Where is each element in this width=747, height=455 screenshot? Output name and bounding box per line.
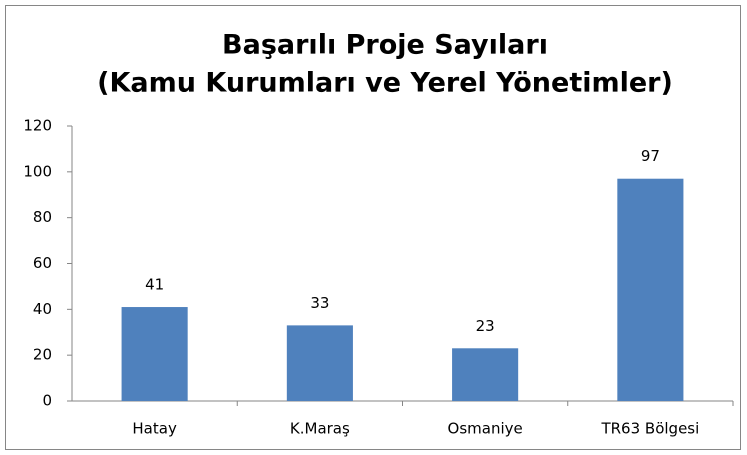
y-tick-label: 60 xyxy=(33,254,52,272)
y-tick-label: 0 xyxy=(42,392,52,410)
bar xyxy=(121,307,188,401)
bar xyxy=(452,348,519,401)
chart-title: Başarılı Proje Sayıları xyxy=(222,30,548,61)
chart-title: (Kamu Kurumları ve Yerel Yönetimler) xyxy=(97,68,673,99)
bar xyxy=(617,178,684,401)
x-tick-label: K.Maraş xyxy=(290,420,350,438)
y-tick-label: 80 xyxy=(33,208,52,226)
x-tick-label: TR63 Bölgesi xyxy=(600,420,699,438)
data-label: 97 xyxy=(641,147,660,165)
data-label: 23 xyxy=(476,317,495,335)
bar xyxy=(286,325,353,401)
y-tick-label: 20 xyxy=(33,346,52,364)
x-tick-label: Osmaniye xyxy=(448,420,523,438)
x-tick-label: Hatay xyxy=(132,420,177,438)
data-label: 33 xyxy=(310,294,329,312)
y-tick-label: 40 xyxy=(33,300,52,318)
y-tick-label: 120 xyxy=(23,117,52,135)
y-tick-label: 100 xyxy=(23,162,52,180)
data-label: 41 xyxy=(145,276,164,294)
